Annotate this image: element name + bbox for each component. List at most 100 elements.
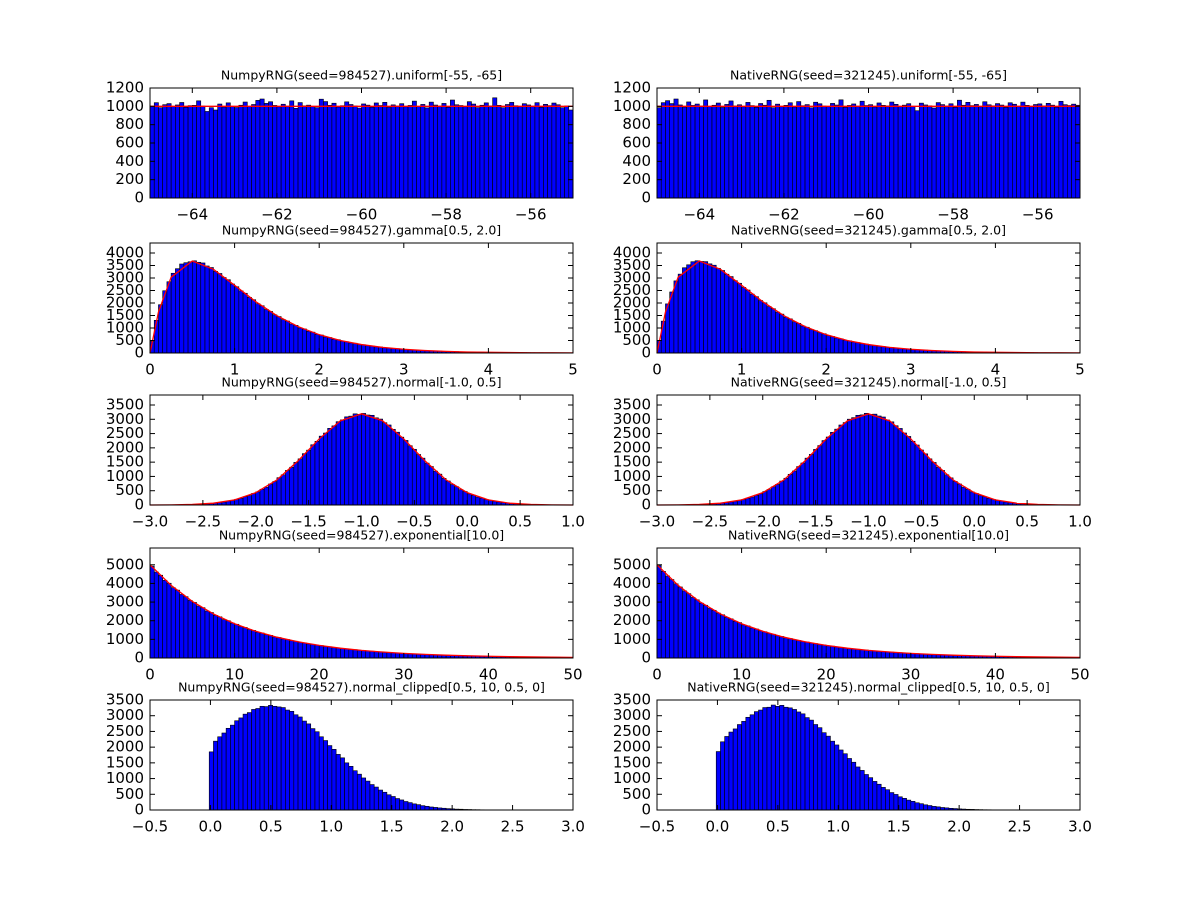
bar	[724, 736, 730, 811]
bar	[179, 594, 185, 659]
bar	[285, 105, 290, 199]
bar	[741, 287, 747, 354]
bar	[450, 484, 455, 506]
y-tick-label: 0	[641, 496, 651, 514]
bar	[859, 343, 865, 354]
y-tick-label: 2000	[106, 294, 144, 312]
bar	[1024, 105, 1030, 199]
bar	[868, 104, 874, 199]
bar	[749, 496, 755, 506]
bar	[821, 333, 827, 354]
bar	[656, 565, 662, 659]
bar	[420, 457, 426, 506]
bar	[770, 704, 776, 811]
x-tick-label: 40	[986, 666, 1005, 684]
bar	[331, 102, 337, 199]
axes-frame	[149, 547, 574, 659]
bar	[251, 104, 257, 199]
bar	[390, 348, 396, 354]
bar	[830, 336, 835, 354]
bar	[804, 641, 810, 659]
bar	[762, 631, 768, 659]
bar	[792, 709, 797, 811]
bar	[348, 104, 354, 199]
bar	[246, 629, 252, 659]
x-tick-label: −0.5	[132, 818, 168, 836]
bar	[200, 105, 206, 199]
bar	[492, 97, 498, 199]
bar	[732, 105, 738, 199]
bar	[910, 440, 916, 506]
bar	[344, 101, 350, 199]
fit-line	[149, 564, 574, 659]
bar	[327, 337, 333, 354]
bar	[310, 331, 316, 354]
bar	[356, 107, 362, 199]
bar	[876, 651, 882, 659]
bar	[1075, 104, 1081, 199]
bar	[880, 651, 886, 659]
bar	[893, 347, 899, 354]
bar	[280, 707, 286, 811]
bar	[411, 100, 417, 199]
bar	[838, 749, 844, 811]
bar	[340, 757, 345, 811]
x-tick-label: 0	[145, 361, 155, 379]
x-tick-label: 20	[817, 666, 836, 684]
fit-line	[149, 413, 574, 506]
bar	[952, 106, 958, 199]
bar	[213, 615, 218, 659]
bar	[842, 107, 848, 199]
bar	[813, 643, 819, 659]
y-tick-label: 3000	[613, 593, 651, 611]
bar	[770, 107, 776, 199]
bar	[698, 105, 704, 199]
x-tick-label: 50	[563, 666, 582, 684]
bar	[1003, 107, 1009, 199]
bar	[787, 638, 793, 659]
bar	[234, 720, 240, 811]
bar	[800, 105, 806, 199]
bar	[889, 101, 895, 199]
bar	[378, 789, 383, 811]
bar	[737, 104, 742, 199]
bar	[479, 104, 485, 199]
x-tick-label: 30	[394, 666, 413, 684]
bar	[276, 316, 282, 354]
y-tick-label: 4000	[613, 244, 651, 262]
bar	[775, 484, 780, 506]
bar	[703, 99, 709, 199]
bar	[834, 104, 840, 199]
bar	[204, 610, 210, 659]
bar	[373, 417, 379, 506]
y-tick-label: 2000	[613, 294, 651, 312]
bar	[876, 102, 882, 199]
bar	[361, 344, 367, 354]
x-tick-label: 0.0	[198, 818, 222, 836]
y-tick-label: 1000	[613, 769, 651, 787]
bar	[386, 794, 392, 811]
bar	[982, 101, 988, 199]
bar	[859, 414, 865, 506]
bar	[323, 101, 328, 199]
bar	[225, 620, 231, 659]
bar	[225, 102, 231, 199]
bar	[851, 761, 857, 811]
bar	[978, 106, 984, 199]
bar	[851, 341, 857, 354]
bar	[694, 260, 700, 354]
x-tick-label: 3	[906, 361, 916, 379]
bar	[969, 105, 975, 199]
bar	[450, 99, 455, 199]
bar	[310, 106, 316, 199]
bar	[796, 640, 802, 659]
bar	[770, 486, 776, 506]
bar	[183, 262, 189, 354]
bar	[669, 579, 675, 659]
x-tick-label: 2	[314, 361, 324, 379]
bar	[246, 106, 252, 199]
bar	[825, 735, 831, 811]
bar	[196, 605, 202, 659]
axes-frame	[656, 242, 1081, 354]
bar	[242, 292, 248, 354]
